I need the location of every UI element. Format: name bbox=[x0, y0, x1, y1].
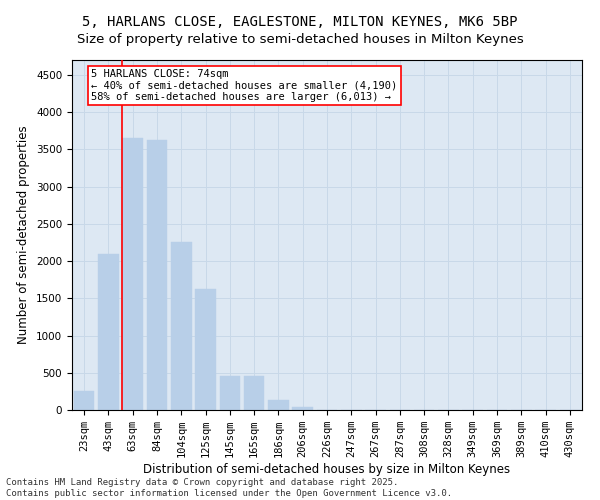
Bar bbox=[122, 138, 143, 410]
Text: Contains HM Land Registry data © Crown copyright and database right 2025.
Contai: Contains HM Land Registry data © Crown c… bbox=[6, 478, 452, 498]
Text: 5 HARLANS CLOSE: 74sqm
← 40% of semi-detached houses are smaller (4,190)
58% of : 5 HARLANS CLOSE: 74sqm ← 40% of semi-det… bbox=[91, 69, 398, 102]
Bar bbox=[146, 140, 167, 410]
Bar bbox=[195, 290, 216, 410]
Bar bbox=[98, 254, 119, 410]
X-axis label: Distribution of semi-detached houses by size in Milton Keynes: Distribution of semi-detached houses by … bbox=[143, 463, 511, 476]
Bar bbox=[292, 407, 313, 410]
Bar bbox=[171, 242, 191, 410]
Text: 5, HARLANS CLOSE, EAGLESTONE, MILTON KEYNES, MK6 5BP: 5, HARLANS CLOSE, EAGLESTONE, MILTON KEY… bbox=[82, 15, 518, 29]
Y-axis label: Number of semi-detached properties: Number of semi-detached properties bbox=[17, 126, 31, 344]
Bar bbox=[244, 376, 265, 410]
Bar bbox=[220, 376, 240, 410]
Text: Size of property relative to semi-detached houses in Milton Keynes: Size of property relative to semi-detach… bbox=[77, 32, 523, 46]
Bar bbox=[268, 400, 289, 410]
Bar bbox=[74, 392, 94, 410]
